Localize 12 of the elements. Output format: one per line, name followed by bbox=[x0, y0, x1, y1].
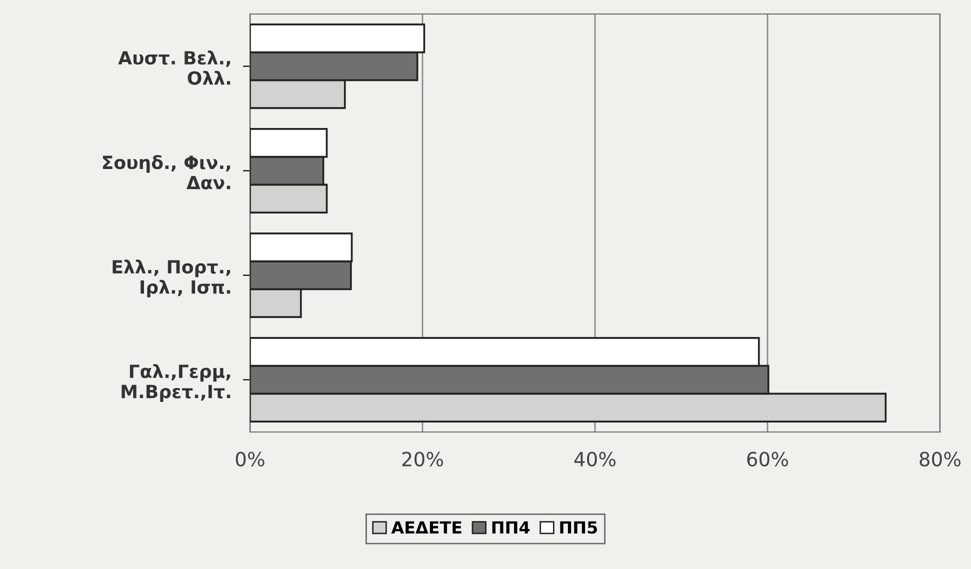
y-tick-label: Αυστ. Βελ., Ολλ. bbox=[118, 50, 230, 85]
y-tick-label: Γαλ.,Γερμ, Μ.Βρετ.,Ιτ. bbox=[122, 364, 230, 402]
y-tick-label: Σουηδ., Φιν., Δαν. bbox=[103, 155, 230, 190]
x-tick-label: 20% bbox=[402, 452, 444, 466]
legend-label: ΑΕΔΕΤΕ bbox=[391, 521, 462, 534]
y-tick-label: Ελλ., Πορτ., Ιρλ., Ισπ. bbox=[112, 260, 230, 298]
legend-label: ΠΠ4 bbox=[492, 521, 530, 534]
legend-label: ΠΠ5 bbox=[560, 521, 597, 534]
x-tick-label: 40% bbox=[574, 452, 616, 466]
x-tick-label: 60% bbox=[747, 452, 788, 466]
x-tick-label: 80% bbox=[920, 452, 961, 466]
x-tick-label: 0% bbox=[236, 452, 264, 466]
